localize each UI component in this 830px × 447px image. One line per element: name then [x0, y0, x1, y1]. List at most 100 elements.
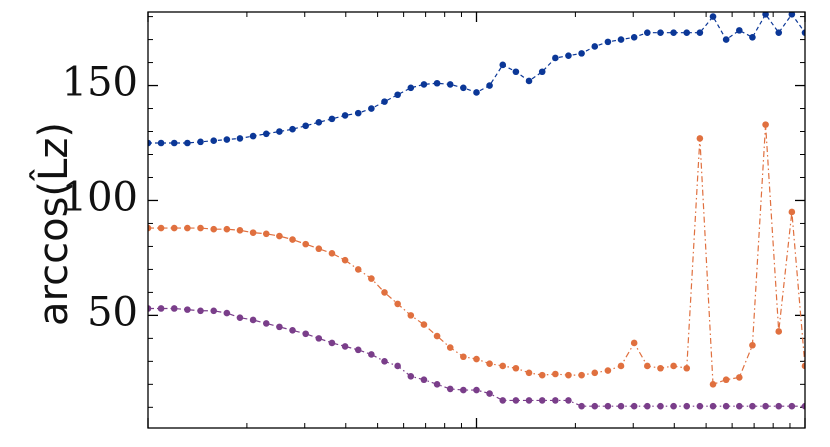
data-point — [657, 402, 664, 410]
data-point — [473, 386, 480, 394]
data-point — [578, 50, 585, 57]
data-point — [525, 397, 533, 404]
data-point — [197, 224, 204, 232]
data-point — [446, 81, 454, 88]
y-tick-label: 50 — [87, 289, 138, 335]
series-line — [148, 124, 805, 386]
data-point — [460, 353, 467, 361]
data-point — [512, 364, 520, 372]
data-point — [446, 385, 454, 393]
data-point — [552, 397, 559, 404]
data-point — [775, 29, 783, 36]
data-point — [749, 402, 756, 410]
data-point — [486, 360, 493, 367]
data-point — [696, 29, 704, 36]
data-point — [775, 328, 783, 335]
data-point — [591, 43, 599, 50]
data-point — [368, 105, 375, 112]
data-point — [354, 266, 362, 273]
data-point — [630, 339, 638, 347]
data-point — [236, 314, 244, 321]
data-point — [683, 364, 691, 372]
data-point — [341, 256, 349, 264]
data-point — [302, 330, 309, 338]
data-point — [249, 229, 257, 236]
data-point — [762, 12, 769, 18]
data-point — [148, 305, 152, 312]
y-tick-label: 100 — [62, 174, 138, 220]
data-point — [565, 371, 572, 379]
axes-frame — [147, 11, 806, 429]
data-point — [236, 227, 244, 234]
data-point — [604, 367, 612, 374]
data-point — [538, 371, 546, 379]
data-point — [210, 137, 218, 145]
data-point — [184, 139, 191, 147]
data-point — [460, 386, 467, 394]
data-point — [394, 91, 401, 99]
data-point — [460, 84, 467, 92]
data-point — [197, 138, 204, 146]
data-point — [148, 224, 152, 232]
data-point — [407, 312, 415, 319]
data-point — [604, 402, 612, 410]
data-point — [249, 132, 257, 140]
data-point — [236, 135, 244, 142]
data-point — [315, 119, 323, 126]
data-point — [394, 362, 401, 370]
data-point — [788, 208, 796, 216]
data-point — [184, 306, 191, 313]
data-point — [565, 52, 572, 59]
data-point — [354, 346, 362, 354]
data-point — [578, 402, 585, 410]
data-point — [630, 33, 638, 41]
data-point — [709, 13, 717, 20]
data-point — [381, 98, 388, 105]
data-point — [394, 300, 401, 308]
data-point — [289, 125, 296, 133]
data-point — [709, 381, 717, 388]
data-point — [223, 225, 231, 233]
data-point — [184, 224, 191, 232]
data-point — [736, 374, 743, 381]
data-point — [801, 402, 805, 410]
data-point — [433, 332, 441, 340]
data-point — [788, 12, 796, 18]
data-point — [538, 397, 546, 404]
data-point — [170, 139, 178, 147]
data-point — [788, 402, 796, 410]
data-point — [249, 316, 257, 324]
data-point — [407, 84, 415, 92]
data-point — [170, 305, 178, 312]
data-point — [499, 362, 507, 370]
data-point — [328, 339, 336, 347]
data-point — [157, 224, 165, 232]
data-point — [762, 402, 769, 410]
data-point — [617, 36, 625, 43]
data-point — [617, 402, 625, 410]
data-point — [170, 224, 178, 232]
data-point — [262, 130, 270, 138]
data-point — [644, 29, 651, 36]
data-point — [148, 139, 152, 147]
data-point — [722, 402, 730, 410]
data-point — [499, 61, 507, 69]
plot-area — [148, 12, 805, 410]
y-axis-label: arccos(L̂z) — [29, 122, 77, 326]
data-point — [578, 371, 585, 379]
data-point — [657, 364, 664, 372]
data-point — [499, 397, 507, 404]
data-point — [552, 54, 559, 62]
data-point — [591, 402, 599, 410]
data-point — [696, 135, 704, 142]
data-point — [341, 343, 349, 350]
data-point — [210, 225, 218, 233]
data-point — [670, 29, 677, 36]
data-point — [762, 121, 769, 128]
data-point — [262, 230, 270, 238]
data-point — [302, 122, 309, 130]
y-tick-label: 150 — [62, 60, 138, 106]
data-point — [722, 376, 730, 384]
data-point — [328, 115, 336, 123]
